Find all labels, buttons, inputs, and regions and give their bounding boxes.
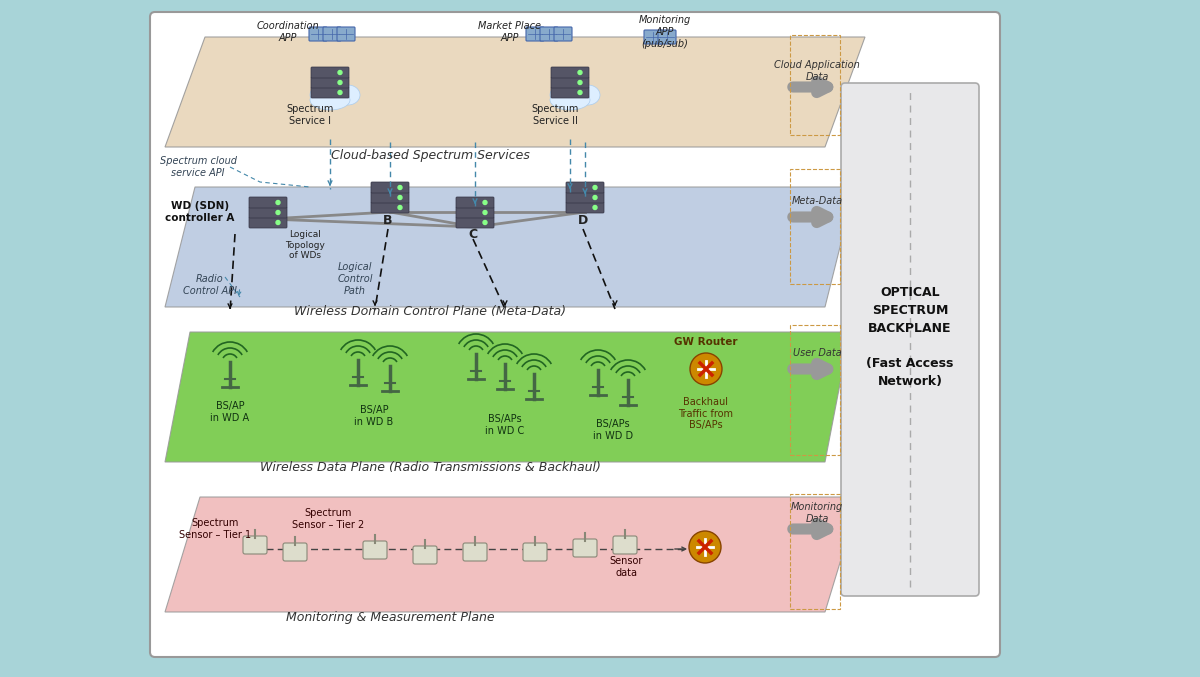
Text: Wireless Data Plane (Radio Transmissions & Backhaul): Wireless Data Plane (Radio Transmissions… [259,460,600,473]
FancyBboxPatch shape [566,202,604,213]
FancyBboxPatch shape [456,217,494,228]
Text: Wireless Domain Control Plane (Meta-Data): Wireless Domain Control Plane (Meta-Data… [294,305,566,318]
Polygon shape [166,187,854,307]
Text: Cloud Application
Data: Cloud Application Data [774,60,860,82]
Ellipse shape [562,81,589,103]
Text: Spectrum
Sensor – Tier 1: Spectrum Sensor – Tier 1 [179,518,251,540]
Circle shape [338,91,342,95]
FancyBboxPatch shape [551,77,589,88]
Text: BS/AP
in WD B: BS/AP in WD B [354,405,394,427]
Text: Spectrum
Sensor – Tier 2: Spectrum Sensor – Tier 2 [292,508,364,530]
Polygon shape [166,37,865,147]
Text: Logical
Control
Path: Logical Control Path [337,263,373,296]
Circle shape [398,206,402,209]
FancyBboxPatch shape [551,67,589,78]
FancyBboxPatch shape [644,30,662,44]
Text: Spectrum
Service II: Spectrum Service II [532,104,578,126]
Text: WD (SDN)
controller A: WD (SDN) controller A [166,201,235,223]
FancyBboxPatch shape [523,543,547,561]
FancyBboxPatch shape [337,27,355,41]
FancyBboxPatch shape [250,197,287,208]
Circle shape [482,211,487,215]
Ellipse shape [310,85,334,105]
FancyBboxPatch shape [364,541,386,559]
Text: User Data: User Data [793,348,841,358]
FancyBboxPatch shape [283,543,307,561]
Ellipse shape [322,81,349,103]
FancyBboxPatch shape [311,67,349,78]
FancyBboxPatch shape [250,207,287,218]
FancyBboxPatch shape [310,27,326,41]
FancyBboxPatch shape [456,207,494,218]
Ellipse shape [550,85,574,105]
Circle shape [578,81,582,85]
Circle shape [593,185,598,190]
Circle shape [276,221,280,225]
Circle shape [689,531,721,563]
Text: C: C [468,229,478,242]
Text: Market Place
APP: Market Place APP [479,21,541,43]
FancyBboxPatch shape [658,30,676,44]
Circle shape [276,200,280,204]
FancyBboxPatch shape [242,536,266,554]
FancyBboxPatch shape [311,87,349,98]
Ellipse shape [576,85,600,105]
FancyBboxPatch shape [841,83,979,596]
Text: BS/APs
in WD D: BS/APs in WD D [593,419,634,441]
Circle shape [338,70,342,74]
FancyBboxPatch shape [456,197,494,208]
Text: Coordination
APP: Coordination APP [257,21,319,43]
Text: Backhaul
Traffic from
BS/APs: Backhaul Traffic from BS/APs [678,397,733,430]
Text: Monitoring & Measurement Plane: Monitoring & Measurement Plane [286,611,494,624]
FancyBboxPatch shape [540,27,558,41]
FancyBboxPatch shape [526,27,544,41]
FancyBboxPatch shape [554,27,572,41]
FancyBboxPatch shape [551,87,589,98]
Circle shape [276,211,280,215]
Text: D: D [578,213,588,227]
Circle shape [690,353,722,385]
FancyBboxPatch shape [371,202,409,213]
Text: BS/APs
in WD C: BS/APs in WD C [485,414,524,435]
Text: Radio
Control API: Radio Control API [182,274,238,296]
FancyBboxPatch shape [323,27,341,41]
Polygon shape [166,497,860,612]
Circle shape [578,70,582,74]
FancyBboxPatch shape [371,182,409,193]
Text: Monitoring
Data: Monitoring Data [791,502,844,524]
Ellipse shape [336,85,360,105]
Text: GW Router: GW Router [674,337,738,347]
Text: Monitoring
APP
(pub/sub): Monitoring APP (pub/sub) [638,16,691,49]
Text: Spectrum cloud
service API: Spectrum cloud service API [160,156,236,178]
FancyBboxPatch shape [371,192,409,203]
FancyBboxPatch shape [250,217,287,228]
Circle shape [338,81,342,85]
Text: Sensor
data: Sensor data [610,556,643,577]
FancyBboxPatch shape [613,536,637,554]
Polygon shape [166,332,850,462]
Text: BS/AP
in WD A: BS/AP in WD A [210,401,250,422]
Circle shape [593,206,598,209]
Circle shape [578,91,582,95]
Text: Cloud-based Spectrum Services: Cloud-based Spectrum Services [330,148,529,162]
Text: Meta-Data: Meta-Data [792,196,842,206]
FancyBboxPatch shape [463,543,487,561]
Ellipse shape [310,90,350,110]
Circle shape [398,185,402,190]
Text: B: B [383,213,392,227]
FancyBboxPatch shape [574,539,598,557]
Ellipse shape [550,90,590,110]
FancyBboxPatch shape [150,12,1000,657]
Text: Logical
Topology
of WDs: Logical Topology of WDs [286,230,325,260]
FancyBboxPatch shape [566,182,604,193]
FancyBboxPatch shape [566,192,604,203]
Circle shape [482,221,487,225]
FancyBboxPatch shape [413,546,437,564]
Text: OPTICAL
SPECTRUM
BACKPLANE

(Fast Access
Network): OPTICAL SPECTRUM BACKPLANE (Fast Access … [866,286,954,389]
Circle shape [398,196,402,200]
Text: Spectrum
Service I: Spectrum Service I [287,104,334,126]
FancyBboxPatch shape [311,77,349,88]
Circle shape [482,200,487,204]
Circle shape [593,196,598,200]
